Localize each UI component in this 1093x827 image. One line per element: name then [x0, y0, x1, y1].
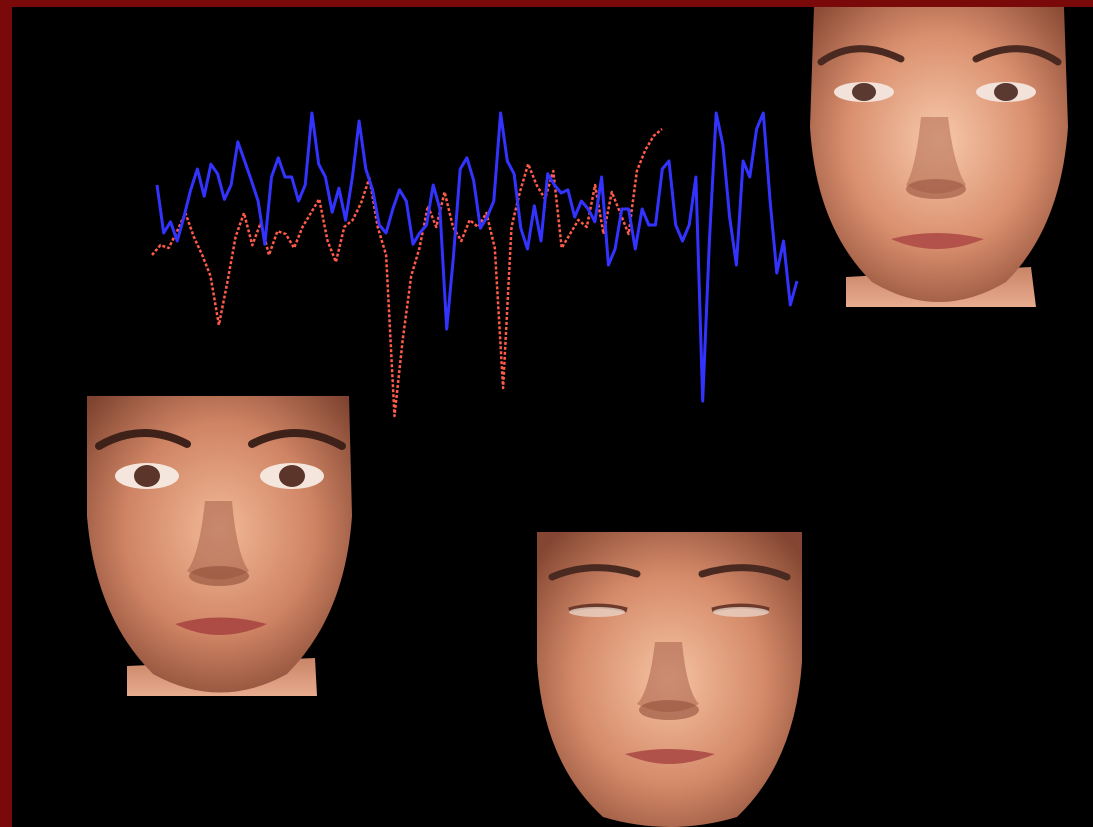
- blue-solid-series-line: [155, 111, 799, 403]
- face-render-top-right: [806, 7, 1072, 307]
- red-dashed-series-line: [151, 128, 663, 418]
- face-render-left: [87, 396, 352, 696]
- face-image: [87, 396, 352, 696]
- face-render-bottom: [537, 532, 802, 827]
- signal-line-plot: [151, 111, 799, 418]
- black-canvas: [12, 7, 1093, 827]
- series-red-dashed: [151, 128, 663, 418]
- series-blue-solid: [155, 111, 799, 403]
- face-image: [537, 532, 802, 827]
- face-image: [806, 7, 1072, 307]
